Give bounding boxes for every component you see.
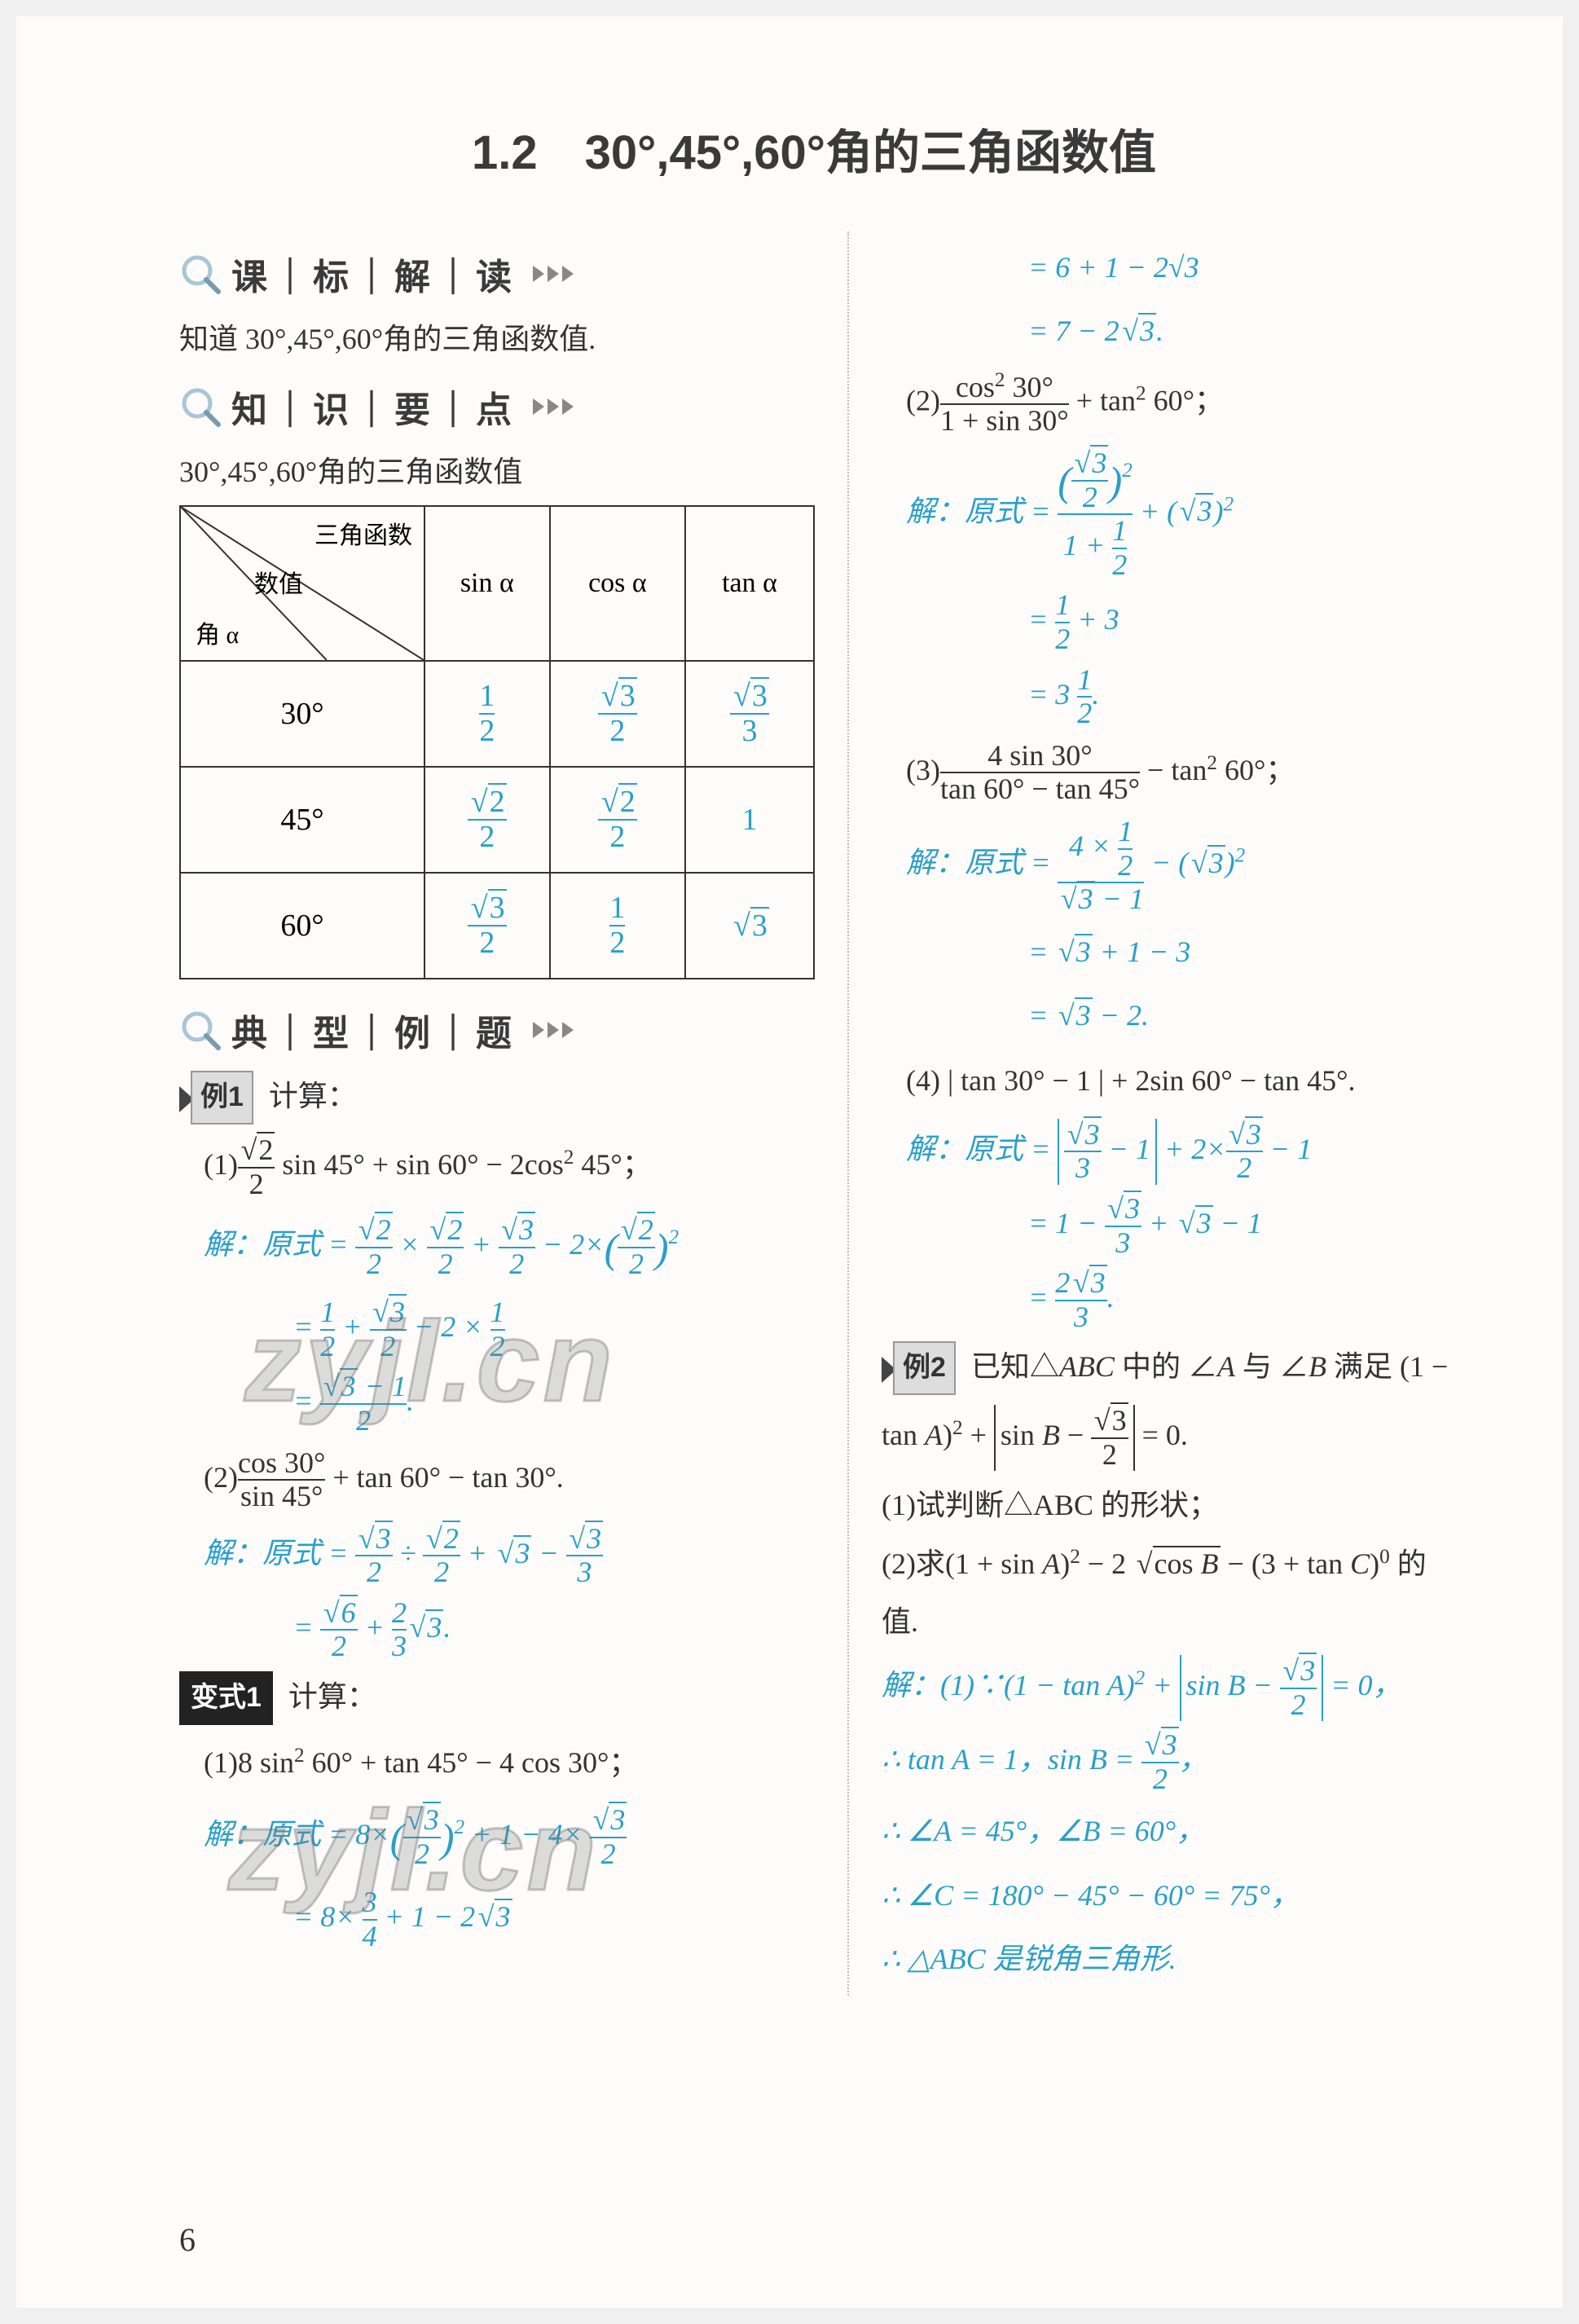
section-2-title: 知｜识｜要｜点 xyxy=(231,381,517,433)
problem-r-4: (4) | tan 30° − 1 | + 2sin 60° − tan 45°… xyxy=(906,1053,1449,1108)
trig-table: 三角函数 数值 角 α sin α cos α tan α 30° 12 32 … xyxy=(179,505,815,979)
cell: 12 xyxy=(550,873,685,979)
solution-line: = 7 − 23. xyxy=(1028,303,1449,359)
solution-line: 解：原式 = 4 × 123 − 1 − (3)2 xyxy=(906,816,1449,916)
magnifier-icon xyxy=(179,1009,222,1051)
corner-left: 角 α xyxy=(196,614,239,650)
page-number: 6 xyxy=(179,2221,196,2259)
cell: 22 xyxy=(424,767,550,873)
example-head-text: 计算： xyxy=(269,1080,357,1112)
right-column: = 6 + 1 − 2√3 = 7 − 23. (2)cos2 30°1 + s… xyxy=(847,231,1449,1996)
solution-line: = 8× 34 + 1 − 23 xyxy=(293,1886,815,1952)
magnifier-icon xyxy=(179,385,222,428)
triangles-icon xyxy=(533,1022,574,1038)
solution-line: = 3 − 12. xyxy=(293,1371,815,1437)
corner-mid: 数值 xyxy=(254,564,303,600)
cell: 32 xyxy=(550,661,685,767)
cell: 12 xyxy=(424,661,550,767)
variant-1-head: 变式1 计算： xyxy=(179,1671,815,1725)
example-tag: 例2 xyxy=(893,1341,956,1395)
cell: 32 xyxy=(424,873,550,979)
triangles-icon xyxy=(533,398,574,415)
magnifier-icon xyxy=(179,253,222,295)
solution-line: = 12 + 3 xyxy=(1028,589,1449,655)
example-2-q1: (1)试判断△ABC 的形状； xyxy=(882,1481,1449,1530)
cell: 33 xyxy=(685,661,814,767)
solution-line: = 3 12. xyxy=(1028,664,1449,730)
variant-head-text: 计算： xyxy=(288,1680,376,1713)
cell: 22 xyxy=(550,767,685,873)
col-header: cos α xyxy=(550,506,685,661)
cell: 1 xyxy=(685,767,814,873)
solution-line: = 1 − 33 + 3 − 1 xyxy=(1028,1193,1449,1259)
solution-line: 解：原式 = 33 − 1 + 2×32 − 1 xyxy=(906,1119,1449,1185)
two-column-layout: 课｜标｜解｜读 知道 30°,45°,60°角的三角函数值. 知｜识｜要｜点 3… xyxy=(179,231,1449,1996)
example-1-head: 例1 计算： xyxy=(179,1071,815,1125)
table-row: 45° 22 22 1 xyxy=(180,767,814,873)
solution-line: 解：原式 = 22 × 22 + 32 − 2×(22)2 xyxy=(204,1210,815,1288)
solution-line: ∴ ∠A = 45°，∠B = 60°， xyxy=(882,1803,1449,1859)
solution-line: ∴ △ABC 是锐角三角形. xyxy=(882,1931,1449,1987)
section-1-header: 课｜标｜解｜读 xyxy=(179,248,815,300)
solution-line: = 62 + 233. xyxy=(293,1597,815,1663)
section-3-title: 典｜型｜例｜题 xyxy=(231,1004,517,1056)
page: 1.2 30°,45°,60°角的三角函数值 课｜标｜解｜读 知道 30°,45… xyxy=(16,16,1563,2308)
solution-line: 解：原式 = (32)21 + 12 + (3)2 xyxy=(906,447,1449,581)
example-2-q2: (2)求(1 + sin A)2 − 2 cos B − (3 + tan C)… xyxy=(882,1539,1449,1589)
problem-r-2: (2)cos2 30°1 + sin 30° + tan2 60°； xyxy=(906,369,1449,438)
section-3-header: 典｜型｜例｜题 xyxy=(179,1004,815,1056)
example-2-q2-cont: 值. xyxy=(882,1597,1449,1647)
solution-line: = 6 + 1 − 2√3 xyxy=(1028,240,1449,295)
section-2-header: 知｜识｜要｜点 xyxy=(179,381,815,433)
col-header: tan α xyxy=(685,506,814,661)
solution-line: ∴ tan A = 1，sin B = 32， xyxy=(882,1729,1449,1795)
cell: 3 xyxy=(685,873,814,979)
solution-line: 解：原式 = 8×(32)2 + 1 − 4× 32 xyxy=(204,1800,815,1878)
col-header: sin α xyxy=(424,506,550,661)
solution-line: 解：(1)∵(1 − tan A)2 + sin B − 32 = 0， xyxy=(882,1655,1449,1721)
table-corner-cell: 三角函数 数值 角 α xyxy=(180,506,424,661)
problem-1-2: (2)cos 30°sin 45° + tan 60° − tan 30°. xyxy=(204,1447,815,1513)
solution-line: 解：原式 = 32 ÷ 22 + 3 − 33 xyxy=(204,1523,815,1589)
row-angle: 60° xyxy=(180,873,424,979)
section-1-title: 课｜标｜解｜读 xyxy=(231,248,517,300)
solution-line: ∴ ∠C = 180° − 45° − 60° = 75°， xyxy=(882,1868,1449,1923)
example-tag: 例1 xyxy=(191,1071,253,1125)
left-column: 课｜标｜解｜读 知道 30°,45°,60°角的三角函数值. 知｜识｜要｜点 3… xyxy=(179,231,815,1996)
table-row: 30° 12 32 33 xyxy=(180,661,814,767)
example-2-body-cont: tan A)2 + sin B − 32 = 0. xyxy=(882,1405,1449,1471)
section-1-body: 知道 30°,45°,60°角的三角函数值. xyxy=(179,315,815,364)
solution-line: = 3 − 2. xyxy=(1028,988,1449,1043)
table-row: 三角函数 数值 角 α sin α cos α tan α xyxy=(180,506,814,661)
row-angle: 45° xyxy=(180,767,424,873)
example-2-head: 例2 已知△ABC 中的 ∠A 与 ∠B 满足 (1 − xyxy=(882,1341,1449,1395)
page-title: 1.2 30°,45°,60°角的三角函数值 xyxy=(179,114,1449,183)
solution-line: = 12 + 32 − 2 × 12 xyxy=(293,1296,815,1362)
corner-top: 三角函数 xyxy=(314,515,412,551)
table-row: 60° 32 12 3 xyxy=(180,873,814,979)
problem-1-1: (1)22 sin 45° + sin 60° − 2cos2 45°； xyxy=(204,1134,815,1200)
row-angle: 30° xyxy=(180,661,424,767)
solution-line: = 3 + 1 − 3 xyxy=(1028,924,1449,979)
triangles-icon xyxy=(533,266,574,282)
variant-tag: 变式1 xyxy=(179,1671,273,1725)
problem-r-3: (3)4 sin 30°tan 60° − tan 45° − tan2 60°… xyxy=(906,740,1449,806)
section-2-body: 30°,45°,60°角的三角函数值 xyxy=(179,447,815,497)
solution-line: = 233. xyxy=(1028,1267,1449,1333)
variant-1-1: (1)8 sin2 60° + tan 45° − 4 cos 30°； xyxy=(204,1735,815,1790)
